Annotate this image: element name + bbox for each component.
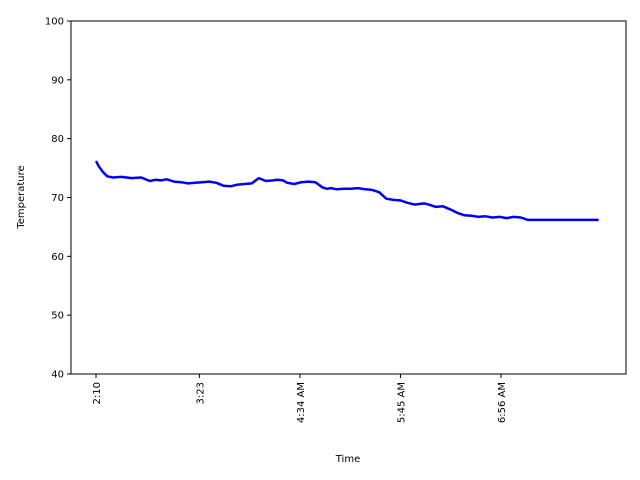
y-tick-label: 70: [51, 193, 64, 204]
x-tick-label: 4:34 AM: [296, 382, 307, 423]
y-tick-label: 50: [51, 311, 64, 322]
y-tick-label: 80: [51, 134, 64, 145]
x-tick-label: 3:23: [195, 382, 206, 404]
x-axis-label: Time: [335, 454, 360, 465]
y-tick-label: 100: [45, 17, 64, 28]
y-tick-label: 40: [51, 370, 64, 381]
x-tick-label: 5:45 AM: [396, 382, 407, 423]
y-tick-label: 60: [51, 252, 64, 263]
x-tick-label: 2:10: [92, 382, 103, 404]
x-axis: 2:10 3:23 4:34 AM 5:45 AM 6:56 AM: [92, 374, 508, 423]
x-tick-label: 6:56 AM: [497, 382, 508, 423]
plot-area-frame: [70, 20, 627, 375]
y-axis: 40 50 60 70 80 90 100: [45, 17, 71, 381]
y-axis-label: Temperature: [16, 165, 27, 229]
temperature-series-line: [94, 160, 599, 222]
y-tick-label: 90: [51, 75, 64, 86]
series-layer: [94, 160, 599, 222]
